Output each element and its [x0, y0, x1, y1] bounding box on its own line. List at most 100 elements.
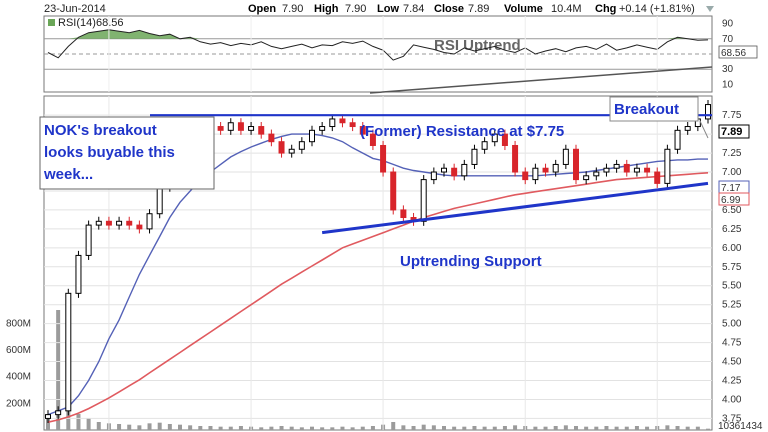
support-annotation: Uptrending Support: [400, 253, 542, 270]
candle-body: [45, 414, 51, 419]
candle-body: [441, 167, 447, 173]
candle-body: [633, 167, 640, 173]
ma-long-tag: 6.99: [718, 192, 750, 206]
volume-bar: [279, 426, 284, 430]
volume-bar: [634, 426, 639, 430]
candle-body: [298, 141, 305, 150]
volume-bar: [391, 422, 396, 430]
volume-bar: [462, 426, 467, 430]
price-tick-6.5: 6.50: [722, 205, 742, 216]
volume-label: Volume: [504, 3, 543, 15]
volume-bar: [269, 426, 274, 430]
high-label: High: [314, 3, 339, 15]
volume-bar: [594, 426, 599, 430]
ma-long-line: [47, 172, 709, 423]
volume-bar: [157, 422, 162, 430]
candle-body: [705, 104, 711, 120]
price-tick-6.25: 6.25: [722, 224, 742, 235]
volume-bar: [563, 425, 568, 430]
callout-line-2: looks buyable this: [44, 144, 175, 161]
volume-bar: [574, 426, 578, 430]
ma-long-box: [718, 192, 750, 206]
nok-callout: NOK's breakout looks buyable this week..…: [39, 116, 215, 190]
volume-bar: [553, 426, 558, 430]
callout-line-3: week...: [43, 166, 93, 183]
candle-body: [562, 148, 569, 165]
candle-body: [95, 220, 102, 226]
candle-body: [309, 129, 315, 143]
volume-bar: [96, 422, 101, 430]
rsi-tick-30: 30: [722, 64, 734, 75]
volume-bar: [127, 424, 132, 430]
candle-body: [390, 171, 397, 211]
volume-bar: [117, 424, 122, 430]
rsi-last-value-tag: 68.56: [718, 45, 758, 59]
candle-body: [461, 163, 468, 177]
price-tick-7: 7.00: [722, 167, 742, 178]
chg-label: Chg: [595, 3, 616, 15]
volume-bar: [533, 426, 538, 430]
candle-body: [552, 163, 559, 173]
candle-body: [644, 167, 651, 173]
volume-axis: 800M 600M 400M 200M: [6, 318, 31, 409]
candle-body: [532, 167, 539, 181]
callout-line-1: NOK's breakout: [44, 122, 157, 139]
rsi-value: 68.56: [96, 17, 124, 29]
candle-body: [674, 129, 681, 150]
volume-bar: [492, 426, 497, 430]
candle-body: [146, 213, 153, 230]
volume-bar: [330, 427, 335, 430]
candle-body: [359, 126, 366, 135]
volume-bar: [299, 427, 304, 430]
volume-bar: [238, 426, 243, 430]
volume-bar: [208, 426, 213, 430]
rsi-uptrend-annotation: RSI Uptrend: [434, 37, 521, 54]
candle-body: [603, 167, 610, 173]
candle-body: [522, 171, 529, 181]
volume-tick-600: 600M: [6, 345, 31, 356]
price-tick-3.75: 3.75: [722, 413, 742, 424]
candle-body: [512, 144, 519, 173]
volume-tick-400: 400M: [6, 372, 31, 383]
price-axis: 7.757.507.257.006.756.506.256.005.755.50…: [722, 110, 742, 424]
candle-body: [471, 148, 478, 165]
volume-bar: [56, 310, 61, 430]
moving-averages: [47, 133, 709, 423]
rsi-trendline: [369, 66, 713, 94]
candle-body: [278, 141, 285, 154]
volume-bar: [624, 426, 629, 430]
candle-body: [430, 171, 437, 181]
candle-body: [126, 220, 133, 226]
close-label: Close: [434, 3, 464, 15]
volume-bar: [502, 426, 507, 430]
ma-short-line: [47, 133, 708, 416]
candle-body: [268, 133, 275, 143]
candle-body: [288, 148, 295, 154]
volume-bar: [675, 426, 680, 430]
volume-bar: [472, 426, 477, 430]
volume-bar: [310, 426, 314, 430]
volume-bar: [604, 426, 609, 430]
volume-tick-800: 800M: [6, 318, 31, 329]
volume-bar: [188, 425, 193, 430]
price-tick-4: 4.00: [722, 394, 742, 405]
volume-value: 10.4M: [551, 3, 582, 15]
rsi-tick-90: 90: [722, 19, 734, 30]
price-tick-5: 5.00: [722, 319, 742, 330]
candle-body: [237, 122, 244, 131]
volume-bar: [370, 426, 375, 430]
price-tick-7.75: 7.75: [722, 110, 742, 121]
rsi-last-value-text: 68.56: [721, 48, 746, 59]
candle-body: [55, 410, 62, 416]
volume-bar: [584, 426, 589, 430]
last-price-text: 7.89: [721, 126, 742, 138]
candle-body: [664, 148, 671, 184]
volume-bar: [320, 427, 325, 430]
volume-bar: [442, 426, 446, 430]
rsi-line: [47, 29, 709, 61]
volume-bar: [431, 425, 436, 430]
volume-last-value: 10361434: [718, 421, 763, 432]
candle-body: [542, 167, 549, 173]
candle-body: [593, 171, 600, 177]
volume-bar: [198, 426, 203, 430]
